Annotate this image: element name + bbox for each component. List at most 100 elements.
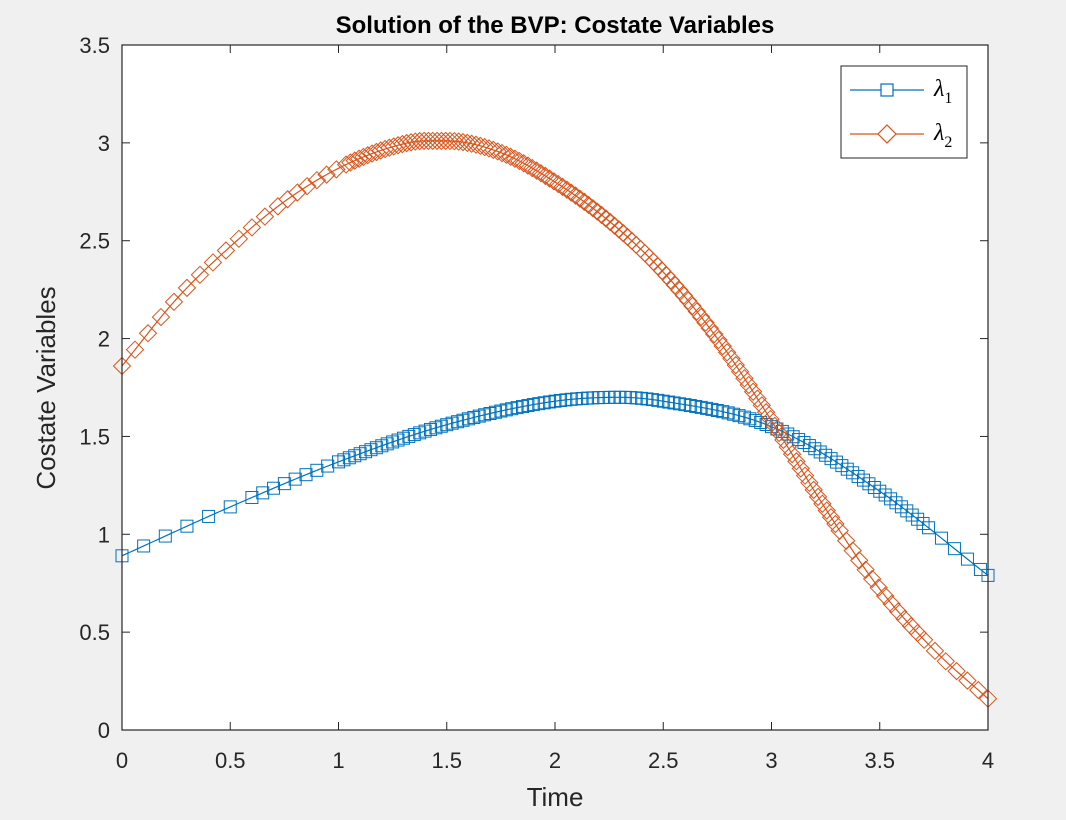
legend[interactable]: λ1 λ2 (840, 65, 968, 159)
data-point (505, 402, 519, 416)
data-point (531, 164, 551, 183)
data-point (888, 602, 908, 621)
data-point (354, 147, 373, 167)
data-point (782, 444, 802, 464)
data-point (336, 155, 356, 174)
data-point (317, 165, 336, 184)
y-axis-title: Costate Variables (31, 286, 61, 489)
data-point (857, 473, 871, 487)
data-point (449, 132, 468, 151)
legend-label-lambda2: λ2 (933, 120, 952, 151)
data-point (310, 463, 324, 477)
x-tick-label: 2.5 (648, 748, 679, 773)
data-point (761, 409, 780, 429)
data-point (407, 428, 421, 442)
chart-title: Solution of the BVP: Costate Variables (336, 12, 775, 39)
data-point (223, 500, 237, 514)
data-point (884, 492, 898, 506)
series-line-1 (121, 396, 989, 576)
data-point (424, 422, 438, 436)
data-point (461, 412, 475, 426)
data-point (202, 509, 216, 523)
data-point (553, 393, 567, 407)
data-point (867, 481, 881, 495)
data-point (321, 459, 335, 473)
legend-symbol-lambda1: λ (933, 76, 944, 102)
data-point (288, 183, 307, 202)
x-tick-label: 0.5 (215, 748, 246, 773)
data-point (440, 131, 460, 151)
data-point (579, 195, 598, 215)
data-point (505, 149, 525, 168)
data-point (427, 131, 447, 151)
data-point (516, 400, 530, 414)
data-point (743, 412, 757, 426)
data-point (651, 393, 665, 407)
data-point (501, 147, 520, 166)
data-point (756, 403, 776, 422)
data-point (813, 445, 827, 459)
legend-subscript-lambda1: 1 (944, 90, 952, 107)
data-point (510, 151, 529, 171)
data-point (518, 156, 538, 175)
data-point (743, 382, 763, 401)
data-point (380, 437, 394, 451)
data-point (180, 519, 194, 533)
data-point (532, 397, 546, 411)
data-point (432, 131, 451, 151)
data-point (759, 417, 773, 431)
data-point (670, 281, 689, 300)
data-point (656, 394, 670, 408)
data-point (778, 437, 797, 457)
data-point (726, 355, 745, 375)
data-point (488, 142, 507, 161)
data-point (819, 448, 833, 462)
data-point (588, 202, 607, 221)
legend-marker-diamond (877, 124, 897, 144)
data-point (393, 134, 412, 154)
data-point (553, 177, 572, 197)
data-point (526, 398, 540, 412)
data-point (413, 426, 427, 440)
data-point (349, 149, 369, 168)
data-point (549, 174, 568, 194)
data-point (332, 455, 345, 469)
data-point (704, 324, 724, 344)
data-point (856, 560, 875, 580)
data-point (523, 158, 542, 178)
data-point (566, 186, 585, 205)
data-point (862, 477, 876, 491)
data-point (137, 539, 151, 553)
data-point (488, 405, 502, 419)
data-point (821, 508, 841, 527)
data-point (391, 433, 405, 447)
y-tick-label: 0 (98, 718, 110, 743)
data-point (445, 416, 459, 430)
data-point (862, 569, 882, 589)
data-point (125, 340, 145, 359)
data-point (557, 180, 577, 199)
data-point (543, 395, 557, 409)
data-point (307, 170, 327, 190)
data-point (696, 313, 715, 332)
data-point (829, 455, 843, 469)
data-point (423, 131, 442, 151)
data-point (216, 241, 236, 260)
data-point (916, 516, 930, 530)
data-point (164, 292, 184, 312)
data-point (375, 439, 389, 453)
data-point (691, 307, 711, 327)
data-point (748, 414, 762, 428)
data-point (722, 349, 741, 368)
data-point (429, 421, 443, 435)
data-point (748, 389, 767, 408)
data-point (672, 397, 686, 411)
data-point (527, 161, 546, 180)
data-point (358, 146, 377, 165)
x-tick-label: 2 (549, 748, 561, 773)
data-point (364, 443, 378, 457)
data-point (451, 415, 465, 429)
data-point (497, 145, 516, 165)
y-tick-label: 2.5 (79, 229, 110, 254)
